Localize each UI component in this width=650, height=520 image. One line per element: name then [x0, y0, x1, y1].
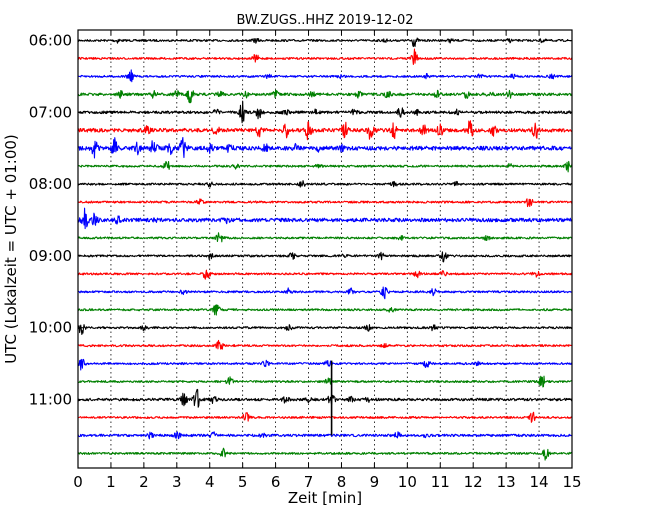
y-ticks: 06:00 07:00 08:00 09:00 10:00 11:00	[29, 32, 572, 409]
plot-frame	[77, 29, 573, 469]
trace-0815	[77, 198, 573, 208]
x-tick-label: 7	[304, 473, 314, 491]
y-tick-label: 08:00	[29, 175, 72, 193]
y-axis-label: UTC (Lokalzeit = UTC + 01:00)	[2, 134, 20, 364]
trace-1015	[77, 339, 573, 350]
trace-0945	[77, 304, 573, 316]
x-ticks: 0 1 2 3 4 5 6 7 8 9 10 11 12 13 14 15	[73, 30, 582, 491]
y-tick-label: 06:00	[29, 32, 72, 50]
x-tick-label: 2	[139, 473, 149, 491]
x-tick-label: 0	[73, 473, 83, 491]
trace-0730	[77, 137, 573, 159]
traces	[77, 37, 573, 461]
y-tick-label: 07:00	[29, 103, 72, 121]
trace-0900	[77, 251, 573, 263]
trace-0645	[77, 89, 573, 104]
trace-0915	[77, 269, 573, 280]
trace-1100	[77, 388, 573, 408]
trace-0615	[77, 48, 573, 65]
trace-0700	[77, 100, 573, 124]
trace-0745	[77, 160, 573, 173]
trace-1145	[77, 447, 573, 461]
x-tick-label: 11	[431, 473, 450, 491]
x-tick-label: 10	[398, 473, 417, 491]
x-axis-label: Zeit [min]	[288, 489, 362, 507]
trace-1000	[77, 324, 573, 335]
x-tick-label: 6	[271, 473, 281, 491]
x-tick-label: 14	[530, 473, 549, 491]
x-tick-label: 12	[464, 473, 483, 491]
trace-1030	[77, 358, 573, 371]
y-tick-label: 09:00	[29, 247, 72, 265]
x-tick-label: 3	[172, 473, 182, 491]
trace-1045	[77, 375, 573, 388]
x-tick-label: 15	[562, 473, 581, 491]
trace-0600	[77, 37, 573, 48]
trace-0845	[77, 232, 573, 243]
x-tick-label: 13	[497, 473, 516, 491]
chart-title: BW.ZUGS..HHZ 2019-12-02	[236, 13, 413, 28]
trace-0800	[77, 180, 573, 188]
x-tick-label: 9	[370, 473, 380, 491]
trace-0930	[77, 286, 573, 300]
trace-1115	[77, 411, 573, 423]
x-tick-label: 1	[106, 473, 116, 491]
y-tick-label: 11:00	[29, 391, 72, 409]
y-tick-label: 10:00	[29, 319, 72, 337]
x-tick-label: 5	[238, 473, 248, 491]
x-tick-label: 8	[337, 473, 347, 491]
trace-1130	[77, 431, 573, 440]
trace-0830	[77, 207, 573, 230]
trace-0715	[77, 120, 573, 141]
trace-0630	[77, 69, 573, 83]
grid-lines	[110, 30, 540, 468]
x-tick-label: 4	[205, 473, 215, 491]
